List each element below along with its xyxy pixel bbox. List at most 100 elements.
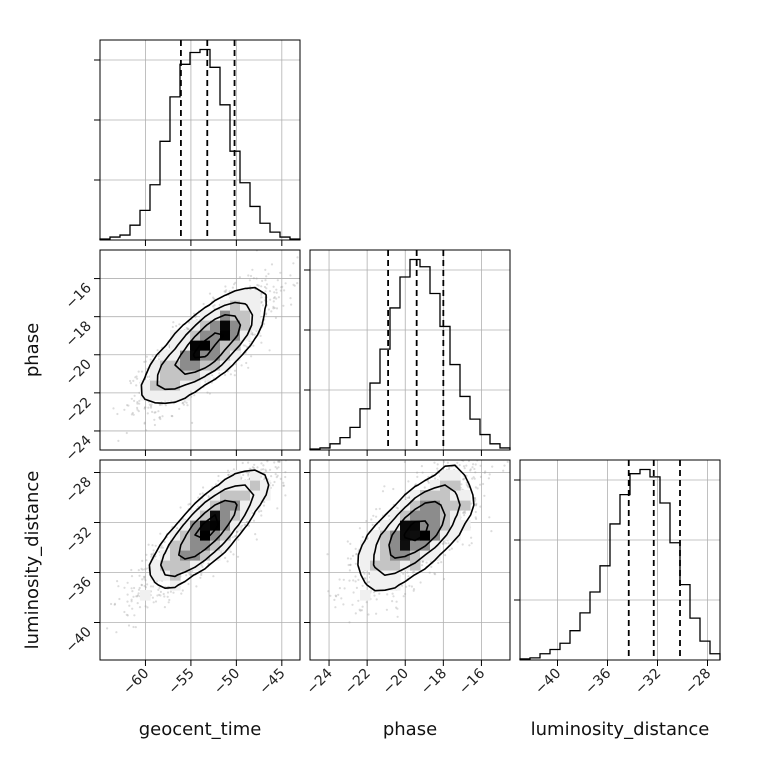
scatter-point — [278, 460, 281, 463]
density-bin — [180, 360, 191, 371]
scatter-point — [162, 592, 165, 596]
scatter-point — [200, 573, 203, 577]
scatter-point — [217, 474, 220, 478]
scatter-point — [272, 297, 276, 300]
panel-frame — [99, 39, 301, 241]
scatter-point — [296, 256, 299, 259]
panel-content — [100, 454, 287, 644]
scatter-point — [145, 355, 148, 358]
scatter-point — [140, 584, 143, 587]
scatter-panel-phase-vs-geocent-time — [85, 249, 301, 451]
scatter-point — [138, 399, 141, 402]
scatter-point — [137, 588, 141, 591]
scatter-point — [276, 279, 279, 282]
scatter-point — [474, 498, 477, 501]
density-bin — [200, 310, 211, 321]
scatter-point — [404, 592, 407, 596]
scatter-point — [143, 421, 146, 424]
scatter-point — [112, 407, 115, 410]
scatter-point — [206, 391, 209, 394]
scatter-point — [334, 606, 337, 609]
scatter-point — [217, 479, 220, 482]
scatter-point — [141, 578, 144, 581]
scatter-point — [116, 412, 119, 416]
scatter-point — [199, 576, 202, 579]
density-bin — [210, 530, 221, 541]
scatter-point — [446, 461, 449, 464]
scatter-point — [126, 581, 129, 584]
scatter-point — [143, 568, 146, 571]
scatter-point — [115, 631, 118, 634]
scatter-point — [372, 591, 376, 594]
scatter-point — [292, 283, 295, 286]
scatter-point — [236, 530, 239, 534]
density-bin — [140, 390, 151, 401]
scatter-point — [260, 296, 263, 299]
scatter-point — [229, 373, 232, 376]
density-bin — [250, 300, 261, 311]
scatter-point — [136, 594, 140, 597]
scatter-point — [130, 413, 133, 416]
scatter-point — [226, 560, 229, 563]
scatter-point — [144, 605, 147, 608]
scatter-point — [189, 573, 192, 577]
density-bin — [230, 510, 241, 521]
scatter-point — [137, 410, 140, 413]
scatter-point — [233, 535, 236, 538]
scatter-point — [151, 355, 154, 358]
scatter-point — [157, 355, 160, 358]
scatter-point — [199, 493, 202, 496]
scatter-point — [154, 544, 157, 547]
density-bin — [190, 540, 201, 551]
scatter-point — [213, 304, 216, 307]
scatter-point — [272, 285, 275, 288]
scatter-point — [471, 477, 474, 480]
scatter-point — [273, 480, 276, 484]
scatter-point — [269, 298, 272, 301]
panel-background — [100, 40, 300, 240]
scatter-point — [233, 369, 237, 372]
density-bin — [200, 500, 211, 511]
density-bin — [240, 330, 251, 341]
density-bin — [160, 360, 171, 371]
scatter-point — [159, 594, 162, 597]
density-bin — [160, 550, 171, 561]
density-bin — [160, 390, 171, 401]
scatter-point — [236, 530, 239, 533]
scatter-point — [191, 421, 194, 424]
scatter-point — [195, 585, 198, 588]
scatter-point — [234, 281, 237, 284]
scatter-point — [138, 402, 141, 405]
scatter-point — [275, 467, 279, 470]
scatter-point — [133, 394, 136, 397]
scatter-point — [85, 423, 87, 425]
scatter-point — [392, 595, 395, 598]
density-bin — [200, 520, 211, 531]
scatter-point — [421, 471, 424, 474]
density-bin — [210, 550, 221, 561]
density-bin — [180, 540, 191, 551]
density-bin — [230, 340, 241, 351]
density-bin — [210, 330, 221, 341]
scatter-point — [259, 334, 262, 337]
scatter-point — [233, 374, 236, 377]
density-bin — [230, 470, 241, 481]
scatter-point — [275, 291, 278, 294]
scatter-point — [212, 305, 215, 308]
scatter-point — [218, 372, 221, 375]
density-bin — [210, 360, 221, 371]
scatter-point — [284, 282, 287, 285]
density-bin — [170, 540, 181, 551]
scatter-point — [146, 583, 149, 586]
scatter-point — [188, 572, 191, 575]
scatter-point — [275, 307, 279, 310]
scatter-point — [261, 304, 264, 307]
density-bin — [200, 340, 211, 351]
scatter-point — [134, 626, 137, 629]
scatter-point — [169, 590, 172, 593]
density-bin — [180, 350, 191, 361]
scatter-point — [483, 471, 486, 474]
scatter-point — [263, 454, 265, 456]
scatter-point — [211, 374, 214, 377]
scatter-point — [130, 587, 133, 590]
